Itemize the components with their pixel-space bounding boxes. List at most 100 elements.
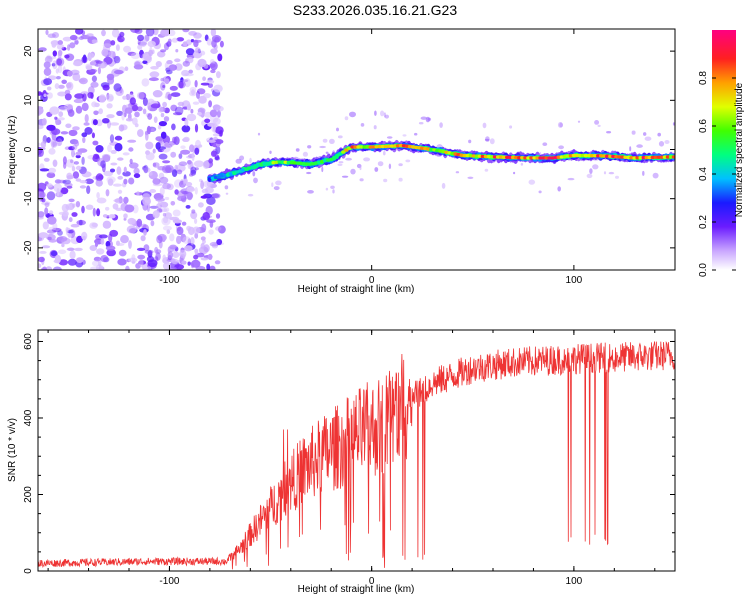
noise-blob <box>186 113 197 122</box>
noise-blob <box>214 156 220 161</box>
noise-blob <box>38 211 45 218</box>
noise-blob <box>218 130 223 137</box>
noise-blob <box>125 265 130 270</box>
colorbar-tick-label: 0.4 <box>698 167 709 181</box>
noise-blob <box>100 255 109 263</box>
noise-blob <box>148 171 153 176</box>
colorbar-tick-label: 0.0 <box>698 263 709 277</box>
noise-blob <box>105 206 110 211</box>
speckle <box>484 168 489 172</box>
noise-blob <box>81 56 88 64</box>
noise-blob <box>103 39 112 48</box>
noise-blob <box>72 60 82 67</box>
speckle <box>528 179 536 185</box>
noise-blob <box>94 242 99 247</box>
noise-blob <box>206 263 211 270</box>
noise-blob <box>147 259 158 268</box>
speckle <box>332 189 335 194</box>
noise-blob <box>208 100 213 108</box>
x-tick-label: 0 <box>369 576 375 587</box>
noise-blob <box>64 182 73 188</box>
noise-blob <box>81 171 92 178</box>
noise-blob <box>215 145 221 155</box>
noise-blob <box>45 29 49 35</box>
noise-blob <box>169 244 177 250</box>
noise-blob <box>46 137 51 143</box>
noise-blob <box>57 249 67 255</box>
noise-blob <box>216 105 224 112</box>
noise-blob <box>110 40 116 46</box>
noise-blob <box>113 55 121 64</box>
ridge-core <box>392 144 398 148</box>
noise-blob <box>185 182 193 187</box>
noise-blob <box>129 158 133 164</box>
noise-blob <box>187 160 192 165</box>
noise-blob <box>176 169 183 175</box>
ridge-core <box>365 145 370 149</box>
noise-blob <box>120 235 129 244</box>
colorbar-label: Normalized spectral amplitude <box>734 82 745 217</box>
noise-blob <box>66 82 72 89</box>
noise-blob <box>153 116 158 123</box>
noise-blob <box>91 222 99 228</box>
noise-blob <box>162 182 172 190</box>
noise-blob <box>60 187 69 195</box>
noise-blob <box>146 125 151 135</box>
noise-blob <box>64 103 74 110</box>
noise-blob <box>206 180 213 188</box>
noise-blob <box>101 29 106 37</box>
y-tick-label: 200 <box>23 486 34 503</box>
noise-blob <box>162 254 166 261</box>
noise-blob <box>106 73 115 81</box>
noise-blob <box>163 116 170 122</box>
y-tick-label: 0 <box>23 146 34 152</box>
noise-blob <box>166 60 173 65</box>
noise-blob <box>72 171 80 179</box>
noise-blob <box>42 221 49 230</box>
speckle <box>252 171 256 177</box>
noise-blob <box>217 53 223 62</box>
noise-blob <box>81 102 89 112</box>
noise-blob <box>206 196 216 205</box>
noise-blob <box>152 162 160 168</box>
noise-blob <box>141 52 151 62</box>
ridge-core <box>356 145 361 149</box>
speckle <box>586 173 593 179</box>
noise-blob <box>91 101 98 108</box>
noise-blob <box>190 166 197 174</box>
noise-blob <box>114 143 123 152</box>
speckle <box>384 114 389 119</box>
speckle <box>644 136 652 141</box>
speckle <box>386 136 393 139</box>
noise-blob <box>52 159 58 167</box>
noise-blob <box>132 204 139 214</box>
noise-blob <box>97 67 101 75</box>
noise-blob <box>52 50 57 57</box>
noise-blob <box>98 108 103 115</box>
noise-blob <box>38 47 47 52</box>
noise-blob <box>152 210 160 219</box>
noise-blob <box>164 196 170 201</box>
ridge-core <box>638 156 643 160</box>
noise-blob <box>175 49 179 53</box>
x-tick-label: 100 <box>566 576 583 587</box>
noise-blob <box>192 101 200 105</box>
noise-blob <box>193 32 202 39</box>
noise-blob <box>194 218 198 225</box>
noise-blob <box>161 165 172 174</box>
noise-blob <box>95 145 104 153</box>
noise-blob <box>138 258 144 268</box>
noise-blob <box>150 103 161 109</box>
y-tick-label: 10 <box>23 94 34 106</box>
noise-blob <box>184 73 194 77</box>
colorbar-tick-label: 0.2 <box>698 215 709 229</box>
noise-blob <box>98 258 102 267</box>
noise-blob <box>85 65 93 71</box>
noise-blob <box>124 66 129 71</box>
noise-blob <box>50 40 60 46</box>
noise-blob <box>83 122 90 126</box>
noise-blob <box>203 244 210 253</box>
noise-blob <box>190 108 194 114</box>
noise-blob <box>205 205 213 215</box>
noise-blob <box>157 233 167 242</box>
